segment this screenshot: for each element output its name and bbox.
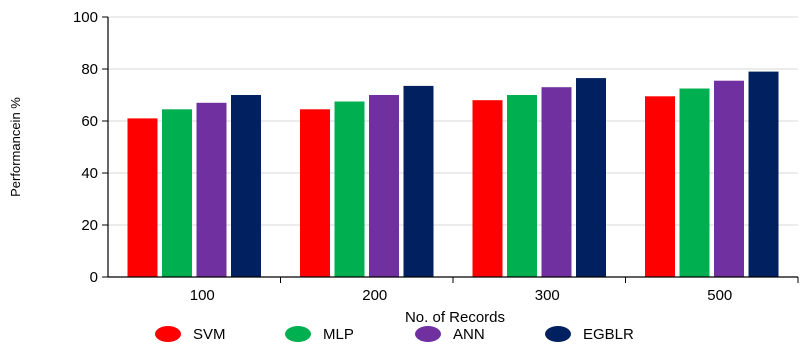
legend-label-egblr: EGBLR — [583, 326, 634, 343]
x-tick-label: 300 — [535, 287, 560, 304]
bars — [127, 71, 779, 278]
x-tick-label: 500 — [707, 287, 732, 304]
legend-marker-mlp — [285, 326, 311, 342]
legend-label-mlp: MLP — [323, 326, 354, 343]
legend-marker-svm — [155, 326, 181, 342]
bar-mlp-200 — [334, 101, 365, 277]
y-tick-label: 20 — [81, 217, 98, 234]
legend-label-svm: SVM — [193, 326, 226, 343]
x-tick-label: 100 — [190, 287, 215, 304]
y-axis-title: Performancein % — [8, 97, 23, 197]
x-tick-labels: 100 200 300 500 — [190, 287, 733, 304]
bar-svm-100 — [127, 118, 158, 278]
y-tick-labels: 0 20 40 60 80 100 — [73, 9, 98, 286]
legend-marker-ann — [415, 326, 441, 342]
bar-ann-300 — [541, 87, 572, 277]
bar-mlp-500 — [679, 88, 710, 277]
legend-marker-egblr — [545, 326, 571, 342]
bar-mlp-300 — [507, 95, 537, 277]
x-tick-label: 200 — [362, 287, 387, 304]
legend-label-ann: ANN — [453, 326, 485, 343]
bar-ann-100 — [196, 102, 227, 277]
axes — [102, 16, 799, 283]
bar-svm-500 — [645, 96, 675, 277]
legend: SVM MLP ANN EGBLR — [155, 326, 634, 343]
bar-svm-300 — [472, 100, 503, 277]
bar-ann-200 — [369, 95, 399, 277]
y-tick-label: 100 — [73, 9, 98, 26]
y-tick-label: 60 — [81, 113, 98, 130]
bar-egblr-300 — [576, 78, 606, 277]
bar-egblr-500 — [748, 71, 779, 277]
bar-mlp-100 — [162, 109, 192, 277]
y-tick-label: 80 — [81, 61, 98, 78]
bar-svm-200 — [300, 109, 330, 277]
bar-ann-500 — [714, 80, 744, 277]
y-tick-label: 0 — [90, 269, 98, 286]
bar-egblr-200 — [403, 85, 434, 278]
x-axis-title: No. of Records — [405, 309, 505, 326]
y-tick-label: 40 — [81, 165, 98, 182]
bar-egblr-100 — [231, 95, 261, 277]
